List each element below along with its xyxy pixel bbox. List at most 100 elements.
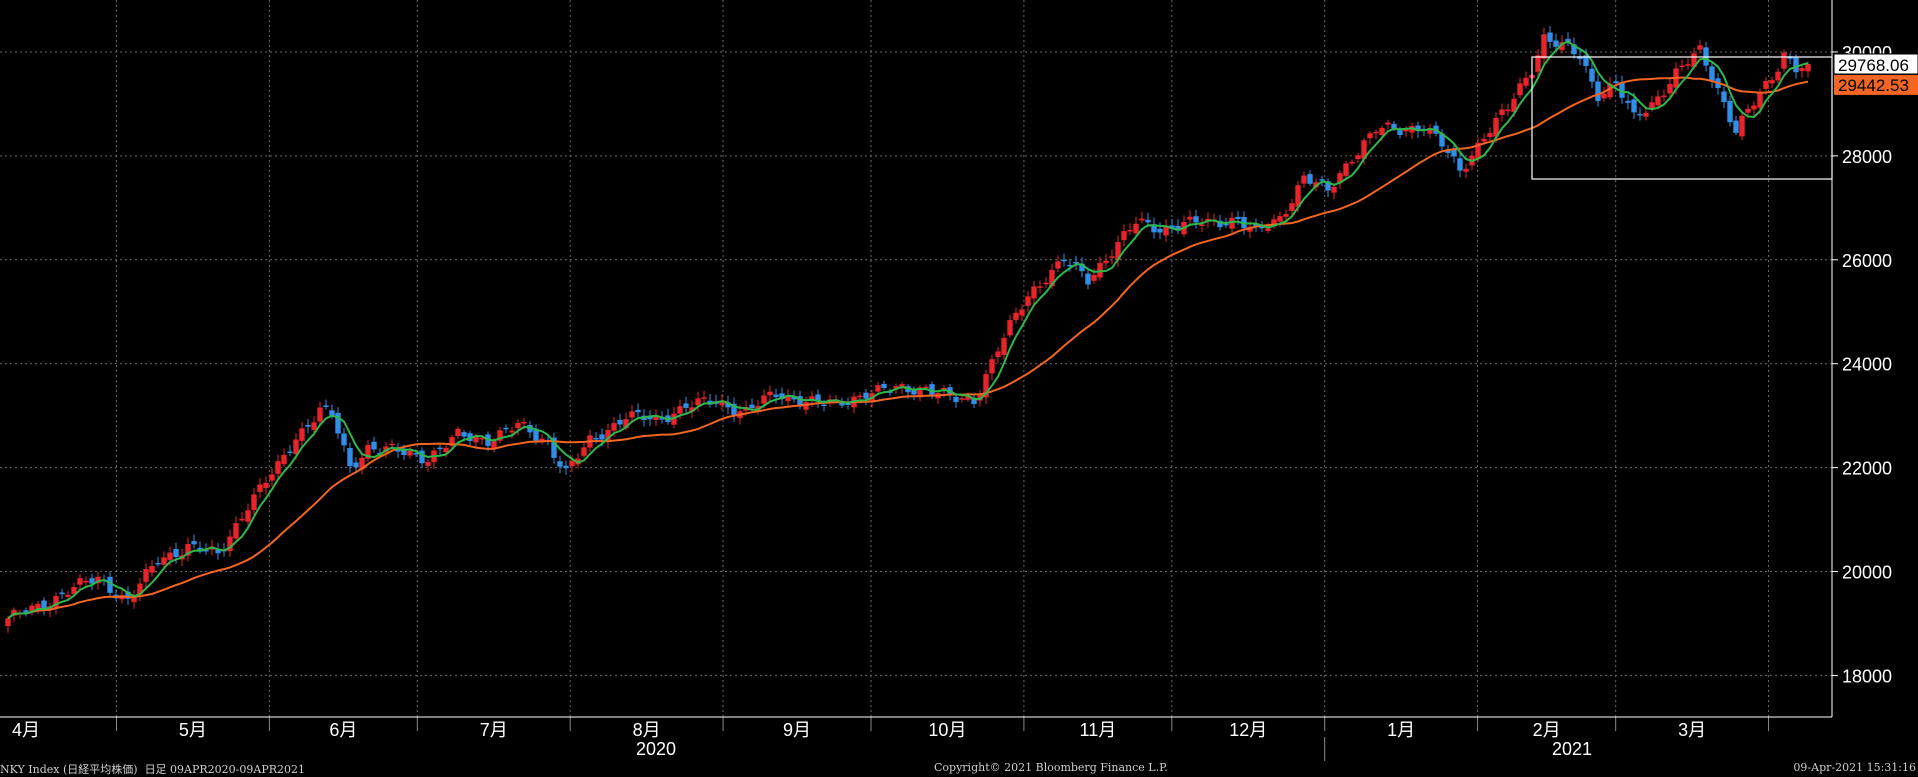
- candle-body: [581, 447, 587, 456]
- candle-body: [281, 454, 287, 465]
- candle-body: [77, 578, 83, 585]
- candle-body: [1655, 96, 1661, 106]
- candle-body: [1637, 113, 1643, 116]
- candle-body: [1127, 229, 1133, 232]
- candle-body: [1691, 53, 1697, 67]
- candle-body: [1757, 92, 1763, 108]
- candle-body: [1697, 45, 1703, 50]
- candle-body: [89, 578, 95, 584]
- candle-body: [1733, 120, 1739, 133]
- candle-body: [203, 549, 209, 552]
- candle-body: [323, 405, 329, 407]
- candle-body: [95, 576, 101, 584]
- candle-body: [1073, 262, 1079, 264]
- candle-body: [809, 396, 815, 401]
- candle-body: [1499, 109, 1505, 115]
- candle-body: [1367, 133, 1373, 139]
- candle-body: [185, 544, 191, 556]
- candle-body: [773, 394, 779, 397]
- candle-body: [1091, 274, 1097, 281]
- candle-body: [449, 437, 455, 446]
- candle-body: [425, 461, 431, 466]
- candle-body: [1799, 68, 1805, 72]
- candle-body: [1667, 84, 1673, 94]
- candle-body: [617, 420, 623, 425]
- candle-body: [71, 587, 77, 595]
- candle-body: [191, 541, 197, 545]
- candle-body: [389, 443, 395, 446]
- candle-body: [1295, 185, 1301, 207]
- candle-body: [1067, 264, 1073, 267]
- candle-body: [1583, 55, 1589, 67]
- candle-body: [1259, 226, 1265, 229]
- candle-body: [863, 392, 869, 399]
- candle-body: [1601, 93, 1607, 99]
- candle-body: [1391, 123, 1397, 129]
- candle-body: [1541, 34, 1547, 59]
- candle-body: [995, 351, 1001, 358]
- candle-body: [533, 428, 539, 441]
- candle-body: [1109, 256, 1115, 258]
- candle-body: [491, 441, 497, 449]
- candle-body: [137, 583, 143, 595]
- candle-body: [515, 422, 521, 429]
- candle-body: [791, 396, 797, 400]
- candle-body: [635, 409, 641, 413]
- candle-body: [563, 465, 569, 469]
- candle-body: [893, 386, 899, 389]
- last-price-label: 29768.06: [1838, 56, 1909, 75]
- candle-body: [1751, 105, 1757, 110]
- candle-body: [881, 383, 887, 389]
- candle-body: [41, 600, 47, 610]
- candle-body: [275, 461, 281, 474]
- candle-body: [1457, 158, 1463, 171]
- candle-body: [677, 406, 683, 414]
- candle-body: [1025, 296, 1031, 306]
- candle-body: [239, 518, 245, 521]
- candle-body: [761, 395, 767, 404]
- y-tick-label: 20000: [1842, 563, 1892, 583]
- candle-body: [383, 446, 389, 452]
- candle-body: [977, 394, 983, 401]
- candle-body: [779, 393, 785, 400]
- candle-body: [1397, 130, 1403, 135]
- x-month-label: 8月: [633, 720, 661, 740]
- y-tick-label: 26000: [1842, 251, 1892, 271]
- candle-body: [959, 398, 965, 400]
- candle-body: [251, 494, 257, 511]
- candle-body: [1589, 68, 1595, 82]
- candle-body: [257, 484, 263, 492]
- candle-body: [1511, 98, 1517, 113]
- candle-body: [857, 395, 863, 398]
- candle-body: [1133, 223, 1139, 234]
- candle-body: [1553, 40, 1559, 47]
- candle-body: [785, 394, 791, 401]
- candle-body: [965, 396, 971, 400]
- candle-body: [1169, 225, 1175, 229]
- x-month-label: 2月: [1533, 720, 1561, 740]
- candle-body: [1283, 214, 1289, 217]
- candle-body: [5, 618, 11, 627]
- candle-body: [341, 433, 347, 446]
- candle-body: [173, 549, 179, 557]
- candle-body: [569, 460, 575, 467]
- candle-body: [971, 397, 977, 405]
- candle-body: [521, 421, 527, 424]
- timestamp: 09-Apr-2021 15:31:16: [1793, 761, 1916, 774]
- candle-body: [1175, 225, 1181, 231]
- candle-body: [1253, 223, 1259, 227]
- candle-body: [1721, 91, 1727, 103]
- candle-body: [929, 384, 935, 395]
- y-tick-label: 18000: [1842, 666, 1892, 686]
- candle-body: [161, 557, 167, 565]
- candle-body: [1793, 56, 1799, 73]
- candle-body: [899, 384, 905, 388]
- candle-body: [29, 605, 35, 613]
- candle-body: [593, 438, 599, 440]
- candle-body: [1445, 149, 1451, 154]
- candle-body: [413, 453, 419, 455]
- candle-body: [989, 359, 995, 374]
- candle-body: [83, 580, 89, 583]
- x-month-label: 6月: [329, 720, 357, 740]
- candle-body: [1049, 269, 1055, 287]
